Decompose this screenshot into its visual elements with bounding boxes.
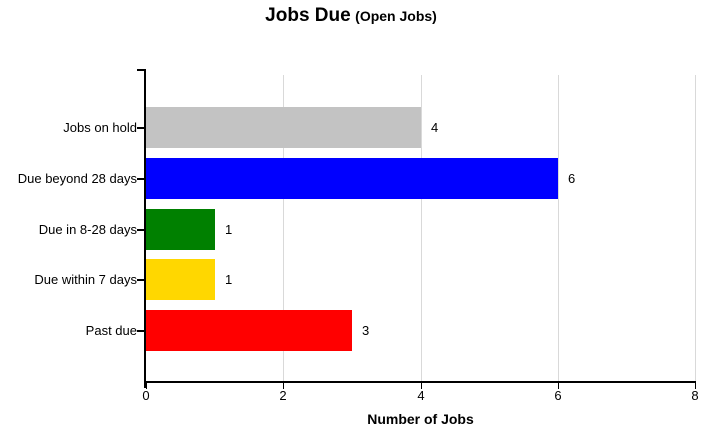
x-tick-6 [558,383,559,389]
x-tick-8 [695,383,696,389]
x-tick-label-0: 0 [142,388,150,403]
value-label: 1 [225,222,233,237]
y-tick [137,330,145,332]
category-label: Due within 7 days [34,272,137,287]
y-tick [137,127,145,129]
x-axis-title: Number of Jobs [367,411,474,427]
bar-jobs-on-hold [146,107,421,148]
x-tick-label-6: 6 [554,388,562,403]
chart-title: Jobs Due (Open Jobs) [0,5,702,27]
x-tick-2 [283,383,284,389]
gridline-x-2 [283,75,284,382]
value-label: 6 [568,171,576,186]
y-axis-line [144,69,146,388]
category-label: Due in 8-28 days [38,222,137,237]
value-label: 1 [225,272,233,287]
x-tick-label-2: 2 [279,388,287,403]
x-tick-0 [146,383,147,389]
category-label: Jobs on hold [63,120,137,135]
category-label: Past due [85,323,137,338]
gridline-x-6 [558,75,559,382]
gridline-x-8 [695,75,696,382]
bar-past-due [146,310,352,351]
y-tick [137,279,145,281]
x-axis-line [144,381,696,383]
y-tick [137,229,145,231]
x-tick-label-4: 4 [417,388,425,403]
value-label: 3 [362,323,370,338]
gridline-x-4 [421,75,422,382]
chart-title-sub: (Open Jobs) [355,8,437,24]
value-label: 4 [431,120,439,135]
y-tick [137,178,145,180]
bar-due-beyond-28-days [146,158,558,199]
bar-due-within-7-days [146,259,215,300]
x-tick-4 [421,383,422,389]
y-axis-top-cap [137,69,146,71]
x-tick-label-8: 8 [691,388,699,403]
category-label: Due beyond 28 days [17,171,137,186]
chart-title-main: Jobs Due [265,5,351,26]
bar-due-in-8-28-days [146,209,215,250]
